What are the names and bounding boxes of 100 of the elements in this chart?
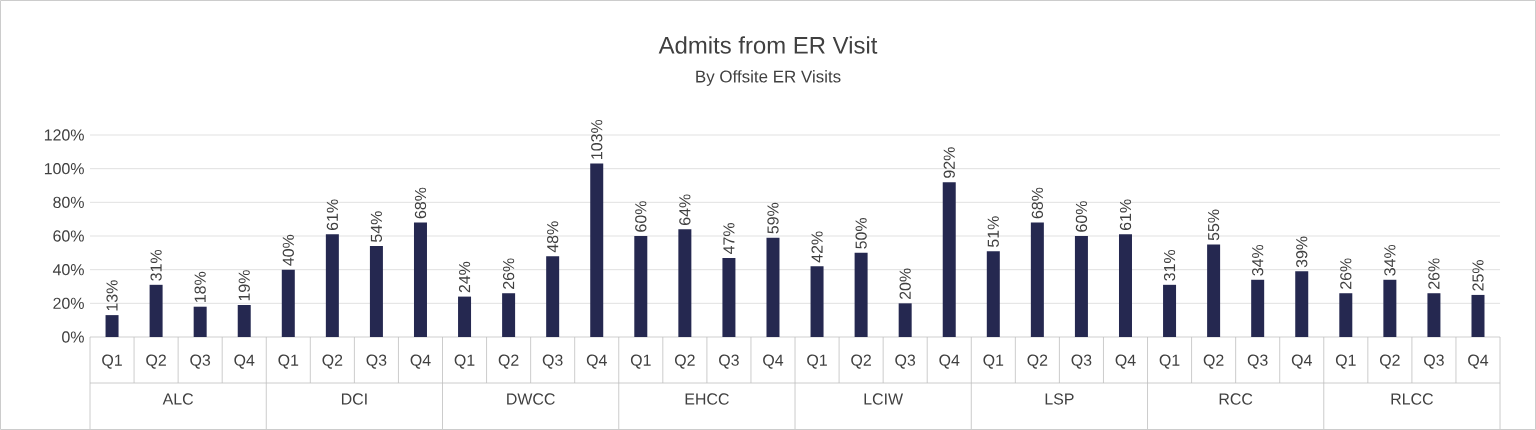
bar — [1427, 293, 1441, 337]
x-tick-label: Q2 — [1027, 354, 1048, 369]
data-label: 51% — [987, 216, 999, 247]
data-label: 20% — [899, 268, 911, 300]
x-tick-label: Q2 — [851, 354, 871, 369]
data-label: 24% — [458, 261, 471, 293]
bar — [458, 296, 472, 337]
x-tick-label: Q4 — [1468, 354, 1489, 369]
x-tick-label: Q1 — [983, 354, 1004, 369]
x-tick-label: Q4 — [939, 354, 960, 369]
bar — [1030, 222, 1044, 337]
bar — [325, 234, 339, 337]
x-tick-label: Q2 — [498, 354, 519, 369]
x-tick-label: Q3 — [895, 354, 916, 369]
x-tick-label: Q2 — [146, 354, 166, 369]
x-tick-label: Q4 — [234, 354, 255, 369]
x-tick-label: Q3 — [542, 354, 563, 369]
data-label: 31% — [1163, 249, 1176, 281]
data-label: 60% — [635, 201, 647, 232]
data-label: 64% — [679, 194, 691, 225]
x-tick-label: Q1 — [278, 354, 299, 369]
x-tick-label: Q2 — [322, 354, 343, 369]
text: RCC — [1219, 393, 1253, 405]
data-label: 31% — [150, 249, 162, 281]
text: ALC — [162, 393, 194, 405]
data-label: 13% — [106, 280, 118, 311]
x-tick-label: Q1 — [454, 354, 475, 369]
bar — [1383, 279, 1397, 337]
bar — [237, 305, 251, 337]
bar — [413, 222, 427, 337]
bar — [193, 306, 207, 337]
text: DCI — [341, 393, 367, 405]
x-tick-label: Q4 — [763, 354, 784, 369]
bar — [1295, 271, 1309, 337]
y-tick-label: 0% — [62, 331, 84, 343]
data-label: 34% — [1252, 244, 1264, 276]
bar — [1163, 284, 1177, 337]
text: LCIW — [864, 393, 903, 405]
y-tick-label: 100% — [44, 163, 84, 175]
bar — [722, 257, 736, 337]
bar — [986, 251, 1000, 337]
bar — [1339, 293, 1353, 337]
x-tick-label: Q3 — [1247, 354, 1268, 369]
data-label: 26% — [1428, 258, 1440, 289]
data-label: 103% — [591, 119, 603, 159]
data-label: 26% — [502, 258, 515, 289]
data-label: 59% — [767, 202, 779, 234]
data-label: 34% — [1384, 244, 1396, 276]
bar — [546, 256, 560, 337]
data-label: 61% — [1119, 199, 1132, 230]
chart-subtitle: By Offsite ER Visits — [696, 70, 841, 86]
x-tick-label: Q3 — [719, 354, 739, 369]
data-label: 39% — [1296, 236, 1308, 268]
bar — [854, 252, 868, 337]
data-label: 68% — [1031, 187, 1044, 219]
bar — [105, 315, 119, 337]
x-tick-label: Q2 — [674, 354, 695, 369]
bar — [369, 246, 383, 337]
data-label: 40% — [282, 234, 294, 266]
x-tick-label: Q3 — [190, 354, 211, 369]
data-label: 61% — [326, 199, 338, 230]
data-label: 92% — [943, 147, 955, 178]
bar — [590, 163, 604, 337]
bar — [1207, 244, 1221, 337]
text: LSP — [1045, 393, 1074, 405]
x-tick-label: Q3 — [1424, 354, 1444, 369]
data-label: 60% — [1075, 201, 1088, 232]
data-label: 18% — [194, 271, 206, 302]
data-label: 50% — [855, 217, 867, 249]
data-label: 68% — [414, 187, 427, 219]
chart-title: Admits from ER Visit — [658, 36, 878, 54]
text: EHCC — [685, 393, 729, 405]
data-label: 42% — [811, 231, 823, 263]
y-tick-label: 60% — [53, 230, 84, 242]
x-tick-label: Q1 — [1335, 354, 1356, 369]
bar — [1118, 234, 1132, 337]
y-tick-label: 40% — [52, 264, 84, 276]
y-tick-label: 80% — [53, 196, 84, 208]
bar — [1471, 294, 1485, 337]
x-tick-label: Q1 — [102, 354, 122, 369]
bar — [634, 236, 648, 337]
x-tick-label: Q1 — [807, 354, 827, 369]
x-tick-label: Q4 — [410, 354, 431, 369]
x-tick-label: Q2 — [1379, 354, 1400, 369]
text: RLCC — [1391, 393, 1433, 405]
bar — [678, 229, 692, 337]
data-label: 26% — [1340, 258, 1352, 289]
data-label: 19% — [238, 270, 250, 301]
x-tick-label: Q3 — [366, 354, 387, 369]
y-tick-label: 120% — [44, 129, 84, 141]
data-label: 55% — [1208, 209, 1220, 241]
x-tick-label: Q4 — [1115, 354, 1136, 369]
x-tick-label: Q2 — [1203, 354, 1224, 369]
text: DWCC — [507, 393, 555, 405]
data-label: 47% — [723, 223, 735, 254]
x-tick-label: Q3 — [1071, 354, 1092, 369]
bar — [281, 269, 295, 337]
data-label: 25% — [1472, 260, 1484, 291]
y-tick-label: 20% — [53, 297, 84, 309]
bar — [502, 293, 516, 337]
